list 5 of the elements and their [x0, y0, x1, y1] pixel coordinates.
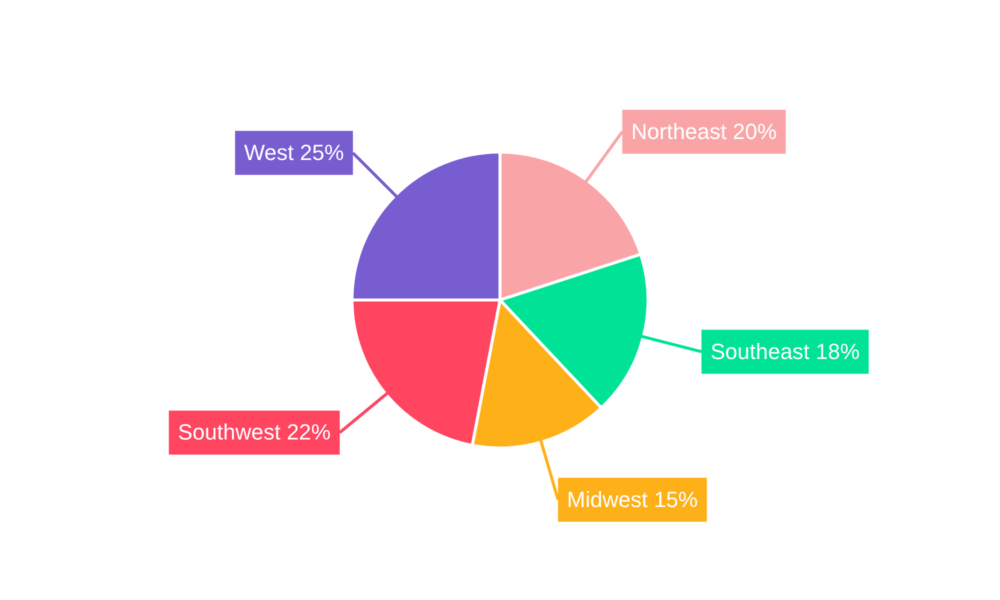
slice-label: Southeast 18%: [710, 338, 860, 364]
slice-label: Midwest 15%: [567, 486, 698, 512]
slice-label: West 25%: [244, 140, 344, 165]
slice-label: Northeast 20%: [631, 118, 777, 144]
slice-label: Southwest 22%: [178, 420, 331, 445]
